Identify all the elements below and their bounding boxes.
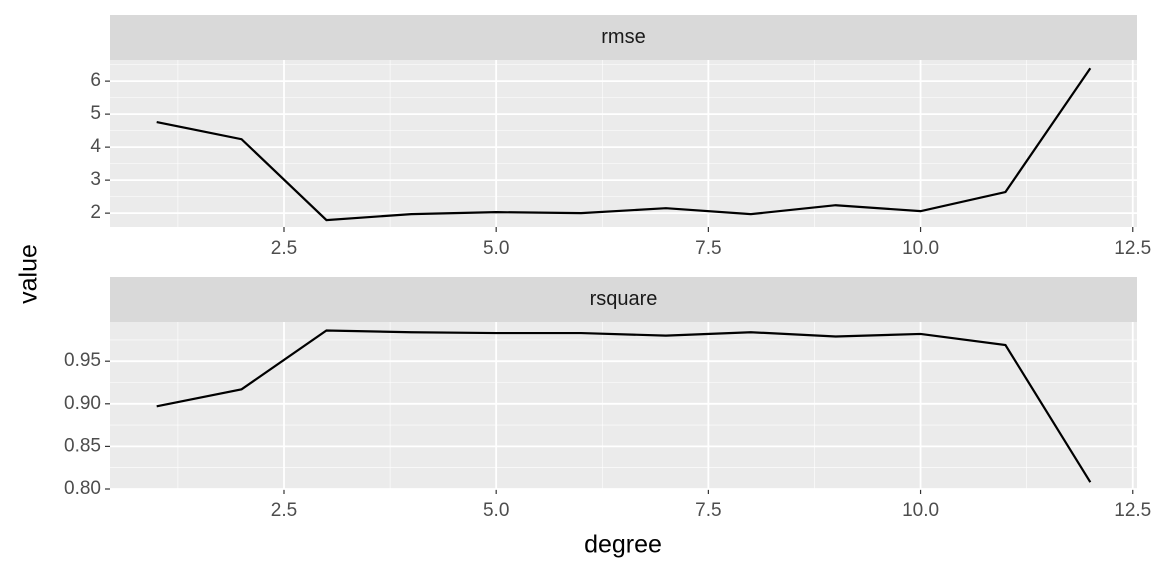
strip-label: rmse (601, 26, 645, 48)
x-axis-title: degree (584, 531, 662, 559)
panel-background (110, 322, 1137, 489)
y-tick-label: 0.80 (64, 478, 101, 499)
y-tick-label: 0.90 (64, 393, 101, 414)
y-axis-title: value (15, 244, 43, 304)
y-tick-label: 3 (90, 169, 101, 190)
x-tick-label: 10.0 (902, 500, 939, 521)
x-tick-label: 5.0 (483, 500, 509, 521)
x-tick-label: 12.5 (1114, 500, 1151, 521)
strip-label: rsquare (590, 288, 658, 310)
x-tick-label: 10.0 (902, 238, 939, 259)
line (156, 329, 1092, 483)
x-tick-label: 2.5 (271, 238, 297, 259)
x-tick-label: 7.5 (695, 238, 721, 259)
panel-background (110, 60, 1137, 227)
x-tick-label: 5.0 (483, 238, 509, 259)
x-tick-label: 12.5 (1114, 238, 1151, 259)
y-tick-label: 4 (90, 136, 101, 157)
x-tick-label: 7.5 (695, 500, 721, 521)
strip-background (110, 15, 1137, 60)
y-tick-label: 2 (90, 202, 101, 223)
y-tick-label: 6 (90, 70, 101, 91)
strip-background (110, 277, 1137, 322)
y-tick-label: 5 (90, 103, 101, 124)
x-tick-label: 2.5 (271, 500, 297, 521)
line (156, 67, 1092, 222)
y-tick-label: 0.85 (64, 435, 101, 456)
y-tick-label: 0.95 (64, 350, 101, 371)
